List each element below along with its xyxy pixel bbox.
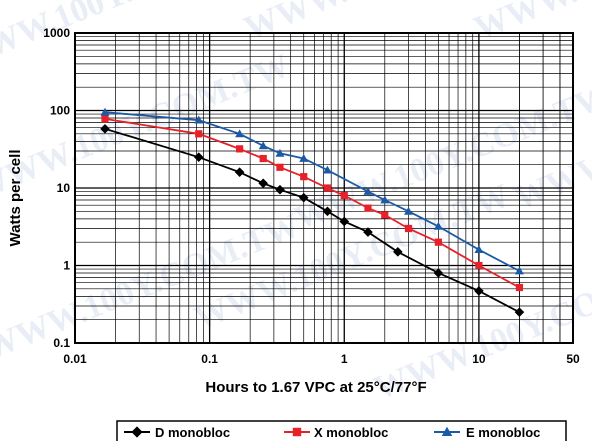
series-layer [100,107,525,317]
x-tick-label: 0.01 [63,352,87,366]
data-point-d-monobloc [514,307,525,317]
data-point-x-monobloc [381,211,389,219]
data-point-x-monobloc [515,283,524,292]
data-point-x-monobloc [434,238,442,246]
data-point-e-monobloc [474,245,484,254]
legend-box [116,420,567,441]
data-point-e-monobloc [258,141,268,150]
watermark: WWW.100Y.COM.TWWWW.100Y.COM.TWWWW.100Y.C… [0,0,592,407]
data-point-x-monobloc [475,261,483,270]
legend-marker-d-monobloc [131,426,143,438]
data-point-d-monobloc [275,184,285,195]
data-point-e-monobloc [433,221,443,230]
data-point-d-monobloc [193,152,204,162]
data-point-x-monobloc [340,191,348,200]
legend-marker-x-monobloc [292,427,302,437]
data-point-e-monobloc [403,206,413,215]
data-point-e-monobloc [514,266,524,275]
data-point-d-monobloc [234,167,245,177]
series-e-monobloc [100,107,524,275]
data-point-e-monobloc [380,195,390,204]
data-point-e-monobloc [363,187,373,195]
data-point-d-monobloc [298,192,309,203]
data-point-x-monobloc [195,130,203,138]
data-point-x-monobloc [236,145,244,153]
y-tick-label: 1 [63,259,70,273]
data-point-x-monobloc [300,173,308,181]
data-point-d-monobloc [100,124,110,134]
y-tick-label: 10 [57,181,71,195]
data-point-x-monobloc [323,184,332,192]
series-d-monobloc [100,124,525,317]
y-axis-label: Watts per cell [7,150,24,247]
legend-label-d-monobloc: D monobloc [155,425,230,440]
x-axis-label: Hours to 1.67 VPC at 25°C/77°F [205,379,426,396]
x-tick-label: 0.1 [201,352,218,366]
data-point-d-monobloc [474,286,484,296]
series-x-monobloc [101,115,524,292]
data-point-x-monobloc [101,115,109,123]
data-point-d-monobloc [339,216,350,227]
data-point-d-monobloc [322,206,333,217]
data-point-e-monobloc [235,129,245,138]
legend-label-e-monobloc: E monobloc [466,425,540,440]
series-line-x-monobloc [104,118,520,289]
legend-marker-e-monobloc [441,426,453,436]
data-point-x-monobloc [404,224,413,233]
x-tick-label: 50 [566,352,580,366]
tick-labels: 0.01 0.1 1 10 50 1000 100 10 1 0.1 [43,26,580,366]
data-point-x-monobloc [276,163,284,171]
data-point-e-monobloc [299,154,309,162]
plot-frame [74,32,574,344]
data-point-d-monobloc [258,178,269,189]
data-point-e-monobloc [275,148,285,157]
data-point-x-monobloc [259,154,267,163]
data-point-d-monobloc [393,247,403,257]
data-point-d-monobloc [433,268,444,278]
y-tick-label: 0.1 [53,336,70,350]
x-tick-label: 1 [341,352,348,366]
x-tick-label: 10 [472,352,486,366]
data-point-e-monobloc [194,115,204,124]
data-point-d-monobloc [363,227,373,237]
data-point-e-monobloc [322,165,332,174]
legend-label-x-monobloc: X monobloc [314,425,388,440]
y-tick-label: 1000 [43,26,70,40]
legend: D monobloc X monobloc E monobloc [116,420,567,441]
watermark-text: WWW.100Y.COM.TW [0,47,295,207]
data-point-e-monobloc [100,107,110,116]
y-tick-label: 100 [50,104,70,118]
data-point-x-monobloc [364,204,372,212]
